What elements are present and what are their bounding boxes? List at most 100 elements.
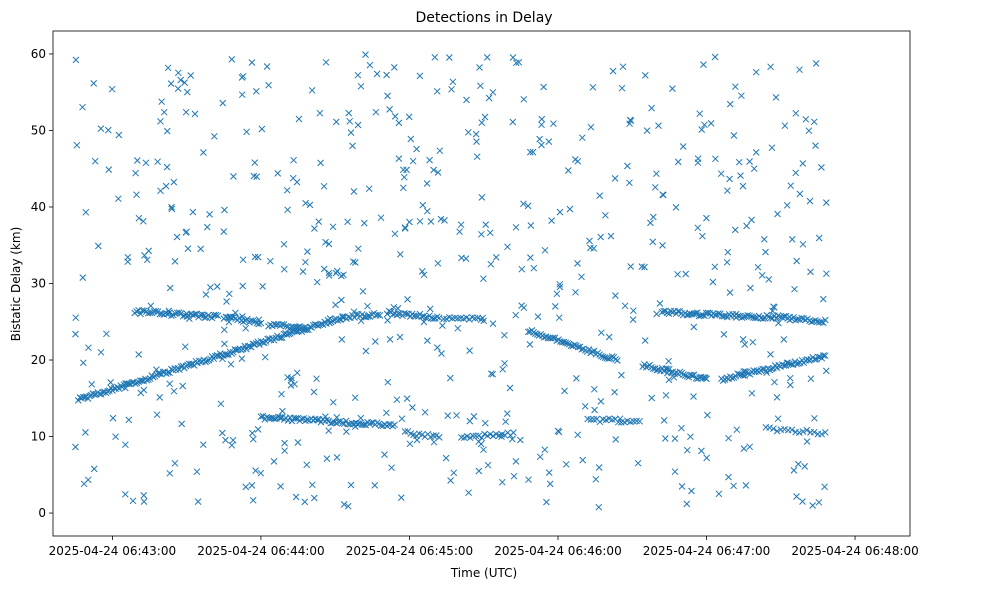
data-point-clutter — [746, 443, 754, 451]
y-axis-label: Bistatic Delay (km) — [9, 227, 23, 342]
data-point-track — [728, 374, 736, 382]
data-point-track — [373, 419, 381, 427]
data-point-clutter — [741, 341, 749, 348]
data-point-clutter — [181, 343, 189, 351]
data-point-clutter — [72, 314, 80, 322]
data-point-clutter — [796, 66, 803, 74]
data-point-clutter — [316, 109, 324, 117]
data-point-clutter — [589, 83, 597, 91]
data-point-clutter — [740, 445, 748, 452]
data-point-clutter — [823, 270, 830, 278]
data-point-track — [212, 311, 220, 319]
data-point-track — [746, 312, 753, 320]
data-point-track — [385, 421, 393, 428]
data-point-clutter — [362, 347, 370, 355]
data-point-track — [430, 432, 437, 439]
data-point-clutter — [586, 237, 593, 245]
data-point-clutter — [712, 155, 719, 163]
data-point-clutter — [737, 172, 744, 179]
data-point-clutter — [79, 274, 87, 281]
data-point-clutter — [647, 219, 654, 227]
data-point-clutter — [259, 283, 266, 290]
data-point-clutter — [806, 197, 814, 205]
data-point-clutter — [142, 159, 150, 167]
data-point-clutter — [489, 370, 497, 378]
data-point-clutter — [694, 224, 702, 232]
data-point-clutter — [396, 333, 404, 341]
data-point-clutter — [550, 120, 557, 128]
data-point-clutter — [698, 126, 706, 133]
data-point-clutter — [416, 72, 424, 80]
data-point-clutter — [399, 184, 407, 192]
data-point-clutter — [227, 313, 234, 321]
data-point-clutter — [781, 122, 789, 130]
data-point-clutter — [786, 374, 794, 382]
data-point-track — [532, 330, 539, 337]
data-point-clutter — [252, 87, 260, 95]
data-point-clutter — [752, 68, 760, 76]
data-point-clutter — [154, 158, 161, 166]
data-point-clutter — [140, 498, 148, 505]
data-point-clutter — [717, 170, 725, 178]
data-point-clutter — [754, 263, 762, 271]
data-point-clutter — [630, 307, 637, 315]
data-point-clutter — [423, 180, 431, 187]
data-point-clutter — [157, 187, 164, 195]
data-point-clutter — [90, 465, 98, 473]
data-point-clutter — [281, 439, 288, 447]
data-point-clutter — [135, 214, 143, 222]
data-point-clutter — [662, 391, 670, 399]
data-point-clutter — [91, 157, 99, 165]
data-point-track — [773, 427, 781, 435]
data-point-clutter — [349, 258, 357, 266]
data-point-clutter — [536, 135, 543, 143]
data-point-clutter — [406, 218, 413, 226]
data-point-clutter — [84, 476, 92, 484]
data-point-track — [259, 412, 267, 420]
data-point-clutter — [763, 369, 770, 377]
data-point-track — [345, 313, 352, 321]
data-point-clutter — [383, 409, 390, 417]
data-point-clutter — [629, 316, 637, 323]
data-point-track — [665, 365, 673, 373]
data-point-track — [740, 313, 748, 321]
data-point-clutter — [72, 330, 79, 338]
y-axis: 0 10 20 30 40 50 60 — [31, 47, 53, 520]
data-point-clutter — [796, 190, 804, 198]
data-point-clutter — [357, 317, 365, 325]
data-point-track — [401, 428, 409, 435]
data-point-clutter — [332, 269, 340, 277]
data-point-clutter — [168, 205, 176, 213]
data-point-clutter — [310, 494, 318, 502]
data-point-clutter — [178, 420, 186, 428]
data-point-clutter — [747, 284, 754, 292]
data-point-track — [744, 370, 752, 377]
data-point-clutter — [445, 54, 453, 61]
data-point-clutter — [448, 85, 455, 93]
data-point-clutter — [360, 219, 368, 227]
data-point-clutter — [109, 414, 117, 422]
data-point-clutter — [478, 194, 486, 201]
data-point-clutter — [672, 204, 680, 211]
data-point-clutter — [222, 436, 229, 444]
data-point-track — [146, 309, 154, 317]
data-point-clutter — [90, 80, 98, 87]
data-point-clutter — [626, 116, 634, 124]
x-axis-label: Time (UTC) — [450, 566, 517, 580]
data-point-clutter — [230, 173, 237, 180]
data-point-track — [285, 330, 293, 338]
data-point-clutter — [399, 166, 407, 174]
data-point-clutter — [249, 496, 257, 504]
data-point-clutter — [384, 92, 391, 100]
data-point-clutter — [329, 223, 337, 231]
data-point-clutter — [725, 434, 732, 442]
data-point-clutter — [526, 341, 534, 348]
data-point-clutter — [536, 453, 544, 461]
data-point-clutter — [302, 258, 309, 266]
data-point-clutter — [94, 242, 102, 250]
data-point-track — [317, 418, 325, 426]
data-point-clutter — [674, 270, 681, 278]
data-point-track — [335, 418, 342, 425]
data-point-clutter — [503, 410, 511, 417]
